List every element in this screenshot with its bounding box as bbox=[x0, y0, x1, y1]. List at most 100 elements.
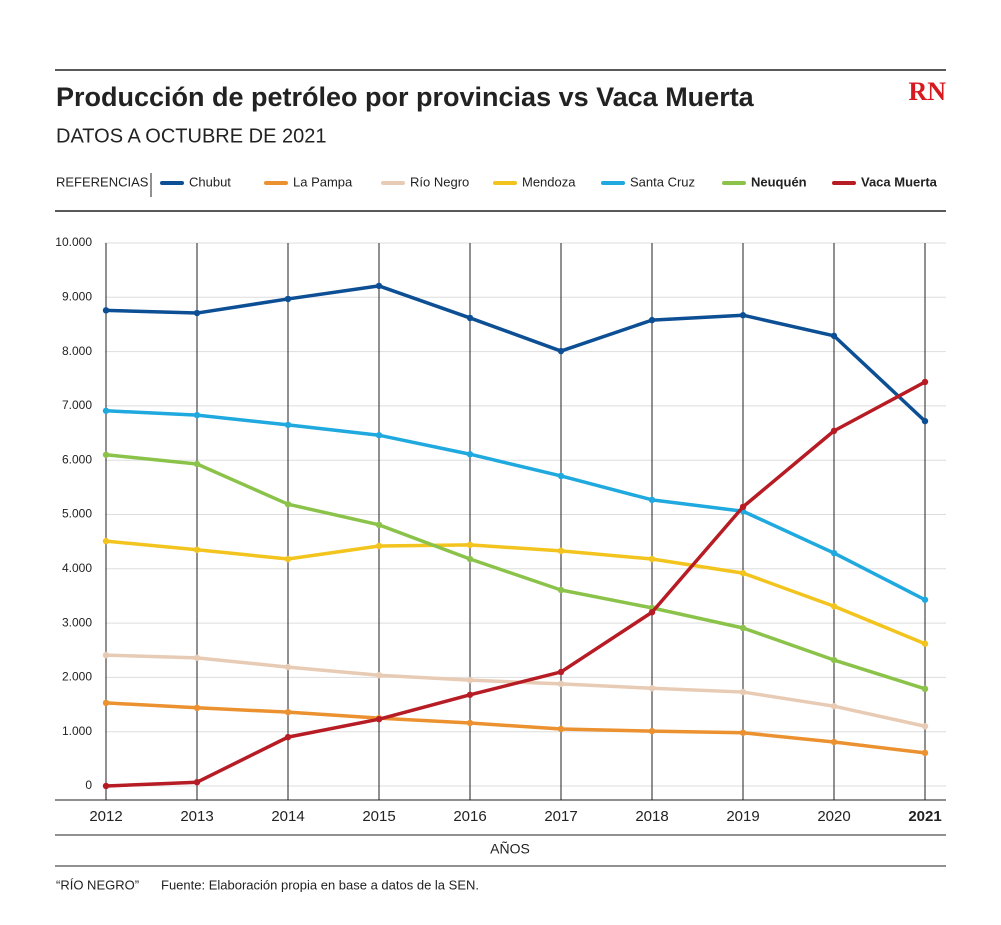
point bbox=[466, 555, 474, 563]
legend-label: Neuquén bbox=[751, 174, 807, 189]
point bbox=[648, 555, 656, 563]
point bbox=[466, 719, 474, 727]
point bbox=[193, 546, 201, 553]
y-tick-label: 9.000 bbox=[62, 289, 92, 303]
point bbox=[557, 347, 565, 355]
point bbox=[557, 547, 565, 555]
x-tick-label: 2020 bbox=[817, 808, 850, 825]
point bbox=[466, 691, 474, 698]
point bbox=[921, 417, 929, 425]
point bbox=[284, 708, 292, 716]
point bbox=[102, 782, 110, 790]
point bbox=[284, 295, 292, 303]
point bbox=[193, 460, 201, 468]
point bbox=[102, 699, 110, 707]
point bbox=[193, 654, 201, 662]
point bbox=[284, 663, 292, 671]
point bbox=[193, 704, 201, 712]
point bbox=[102, 537, 110, 545]
point bbox=[466, 676, 474, 684]
point bbox=[739, 312, 747, 319]
x-tick-label: 2013 bbox=[180, 808, 213, 825]
point bbox=[648, 685, 656, 692]
point bbox=[557, 668, 565, 676]
point bbox=[921, 749, 929, 757]
point bbox=[921, 685, 929, 693]
point bbox=[648, 496, 656, 504]
point bbox=[284, 733, 292, 741]
point bbox=[375, 282, 383, 290]
series-line bbox=[105, 539, 926, 646]
point bbox=[648, 609, 656, 616]
point bbox=[557, 472, 565, 480]
point bbox=[466, 451, 474, 458]
y-tick-label: 6.000 bbox=[62, 452, 92, 466]
x-tick-label: 2015 bbox=[362, 808, 395, 825]
legend-title: REFERENCIAS bbox=[56, 174, 149, 189]
point bbox=[102, 307, 110, 314]
point bbox=[830, 702, 838, 710]
legend-label: Chubut bbox=[189, 174, 231, 189]
y-tick-label: 10.000 bbox=[55, 235, 92, 249]
point bbox=[466, 314, 474, 322]
point bbox=[102, 451, 110, 458]
point bbox=[739, 624, 747, 632]
y-tick-label: 7.000 bbox=[62, 398, 92, 412]
point bbox=[557, 680, 565, 688]
point bbox=[739, 688, 747, 696]
point bbox=[830, 332, 838, 340]
point bbox=[193, 778, 201, 786]
x-tick-label: 2012 bbox=[89, 808, 122, 825]
point bbox=[284, 421, 292, 429]
point bbox=[102, 651, 110, 659]
point bbox=[375, 672, 383, 679]
point bbox=[557, 586, 565, 594]
point bbox=[284, 500, 292, 508]
point bbox=[921, 640, 929, 647]
x-tick-label: 2016 bbox=[453, 808, 486, 825]
point bbox=[284, 555, 292, 563]
legend-label: La Pampa bbox=[293, 174, 353, 189]
y-tick-label: 4.000 bbox=[62, 561, 92, 575]
point bbox=[921, 723, 929, 730]
x-tick-label: 2018 bbox=[635, 808, 668, 825]
logo: RN bbox=[908, 77, 946, 106]
series-line bbox=[105, 453, 926, 691]
y-tick-label: 2.000 bbox=[62, 670, 92, 684]
x-axis-label: AÑOS bbox=[490, 841, 530, 857]
chart-subtitle: DATOS A OCTUBRE DE 2021 bbox=[56, 125, 326, 147]
y-tick-label: 3.000 bbox=[62, 615, 92, 629]
point bbox=[921, 378, 929, 386]
chart-title: Producción de petróleo por provincias vs… bbox=[56, 82, 755, 112]
point bbox=[375, 542, 383, 550]
point bbox=[830, 549, 838, 557]
legend-label: Santa Cruz bbox=[630, 174, 695, 189]
point bbox=[739, 503, 747, 511]
series-line bbox=[105, 653, 926, 728]
x-tick-label: 2017 bbox=[544, 808, 577, 825]
point bbox=[830, 656, 838, 664]
point bbox=[466, 541, 474, 549]
source: Fuente: Elaboración propia en base a dat… bbox=[161, 877, 479, 892]
y-tick-label: 0 bbox=[85, 778, 92, 792]
series-line bbox=[105, 380, 926, 788]
legend-label: Vaca Muerta bbox=[861, 174, 938, 189]
point bbox=[739, 569, 747, 577]
series-line bbox=[105, 284, 927, 423]
series-line bbox=[105, 409, 926, 602]
point bbox=[648, 727, 656, 735]
x-tick-label: 2021 bbox=[908, 808, 941, 825]
x-tick-label: 2014 bbox=[271, 808, 304, 825]
point bbox=[739, 729, 747, 736]
point bbox=[193, 411, 201, 419]
y-tick-label: 1.000 bbox=[62, 724, 92, 738]
point bbox=[375, 521, 383, 529]
legend-label: Río Negro bbox=[410, 174, 469, 189]
point bbox=[375, 716, 383, 723]
point bbox=[830, 603, 838, 610]
series-line bbox=[105, 701, 926, 755]
x-tick-label: 2019 bbox=[726, 808, 759, 825]
point bbox=[648, 316, 656, 324]
y-tick-label: 8.000 bbox=[62, 344, 92, 358]
